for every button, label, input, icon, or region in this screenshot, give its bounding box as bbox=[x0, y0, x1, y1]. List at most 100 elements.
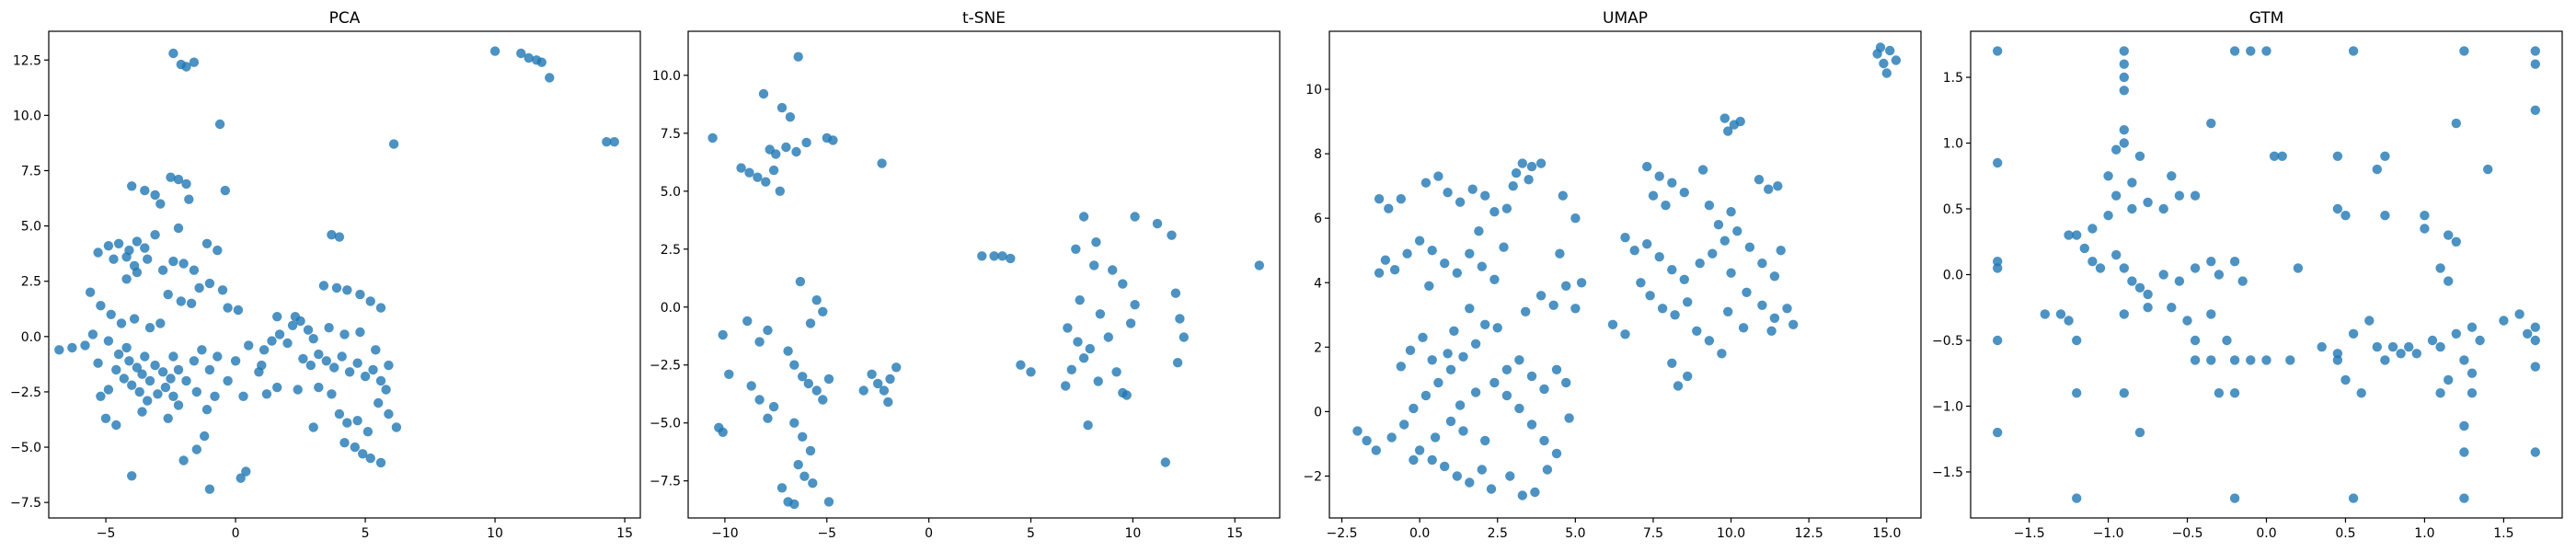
data-point bbox=[1455, 400, 1466, 410]
x-tick-label: −5 bbox=[97, 526, 116, 541]
data-point bbox=[768, 165, 779, 176]
data-point bbox=[140, 185, 150, 196]
data-point bbox=[997, 251, 1007, 261]
data-point bbox=[381, 385, 391, 395]
data-point bbox=[181, 178, 191, 190]
data-point bbox=[2427, 335, 2438, 346]
data-point bbox=[166, 172, 176, 182]
data-point bbox=[1078, 212, 1089, 222]
data-point bbox=[1782, 304, 1792, 314]
y-tick-label: −2.5 bbox=[650, 359, 681, 374]
data-point bbox=[200, 431, 210, 442]
data-point bbox=[339, 438, 350, 448]
data-point bbox=[1108, 265, 1118, 275]
data-point bbox=[127, 181, 137, 191]
data-point bbox=[1764, 184, 1774, 194]
data-point bbox=[2174, 190, 2185, 201]
data-point bbox=[1735, 116, 1745, 127]
data-point bbox=[360, 371, 371, 382]
data-point bbox=[1744, 242, 1755, 252]
data-point bbox=[1514, 355, 1524, 365]
data-point bbox=[1118, 279, 1128, 289]
data-point bbox=[1467, 184, 1478, 194]
data-point bbox=[1508, 181, 1518, 191]
data-point bbox=[2411, 349, 2421, 359]
data-point bbox=[1673, 381, 1684, 391]
data-point bbox=[388, 139, 399, 149]
data-point bbox=[879, 385, 890, 396]
data-point bbox=[1093, 376, 1103, 386]
data-point bbox=[314, 349, 324, 360]
data-point bbox=[775, 186, 785, 196]
data-point bbox=[181, 375, 191, 386]
data-point bbox=[1642, 239, 1652, 249]
data-point bbox=[2483, 164, 2493, 175]
data-point bbox=[1477, 465, 1488, 475]
data-point bbox=[1667, 358, 1677, 368]
data-point bbox=[2119, 125, 2129, 135]
data-point bbox=[334, 408, 345, 420]
data-point bbox=[1091, 237, 1101, 247]
data-point bbox=[184, 194, 194, 204]
data-point bbox=[100, 413, 111, 423]
data-point bbox=[87, 329, 98, 339]
data-point bbox=[1776, 246, 1786, 256]
series-gtm-0 bbox=[1993, 46, 2540, 503]
data-point bbox=[54, 345, 64, 355]
data-point bbox=[1452, 471, 1463, 481]
data-point bbox=[2134, 282, 2145, 293]
data-point bbox=[1657, 304, 1668, 314]
data-point bbox=[1645, 291, 1655, 301]
data-point bbox=[358, 449, 368, 459]
data-point bbox=[805, 445, 816, 456]
y-tick-label: 2 bbox=[1314, 340, 1322, 355]
data-point bbox=[1433, 377, 1443, 388]
data-point bbox=[1486, 484, 1497, 494]
data-point bbox=[2229, 388, 2240, 398]
data-point bbox=[2190, 335, 2201, 346]
data-point bbox=[1679, 188, 1690, 198]
data-point bbox=[121, 342, 132, 353]
data-point bbox=[1742, 287, 1752, 297]
data-point bbox=[746, 381, 756, 391]
x-tick-label: 5 bbox=[362, 526, 370, 541]
data-point bbox=[1726, 207, 1736, 217]
data-point bbox=[168, 48, 178, 59]
data-point bbox=[1757, 259, 1767, 269]
data-point bbox=[2530, 59, 2540, 69]
data-point bbox=[1409, 454, 1419, 466]
data-point bbox=[1501, 390, 1512, 401]
data-point bbox=[2459, 447, 2469, 457]
data-point bbox=[2530, 105, 2540, 116]
data-point bbox=[103, 336, 114, 346]
data-point bbox=[798, 372, 808, 382]
data-point bbox=[2111, 190, 2122, 201]
data-point bbox=[1170, 288, 1181, 298]
data-point bbox=[1773, 181, 1783, 191]
data-point bbox=[374, 397, 384, 408]
x-tick-label: 0.0 bbox=[1409, 526, 1430, 541]
data-point bbox=[344, 367, 355, 377]
data-point bbox=[220, 185, 230, 196]
data-point bbox=[365, 453, 375, 464]
data-point bbox=[1420, 390, 1432, 401]
data-point bbox=[1433, 171, 1443, 181]
data-point bbox=[858, 385, 868, 396]
data-point bbox=[1396, 194, 1407, 204]
data-point bbox=[818, 395, 828, 405]
data-point bbox=[1414, 445, 1425, 455]
y-tick-label: −5.0 bbox=[650, 417, 681, 431]
data-point bbox=[2444, 276, 2454, 286]
x-tick-label: 5.0 bbox=[1565, 526, 1585, 541]
data-point bbox=[2127, 178, 2137, 188]
y-tick-label: −1.5 bbox=[1932, 466, 1963, 480]
data-point bbox=[157, 367, 168, 377]
data-point bbox=[2459, 420, 2469, 431]
data-point bbox=[290, 312, 301, 322]
data-point bbox=[805, 318, 816, 328]
data-point bbox=[1683, 297, 1693, 307]
data-point bbox=[1879, 58, 1889, 69]
data-point bbox=[230, 356, 241, 366]
data-point bbox=[1514, 403, 1524, 414]
